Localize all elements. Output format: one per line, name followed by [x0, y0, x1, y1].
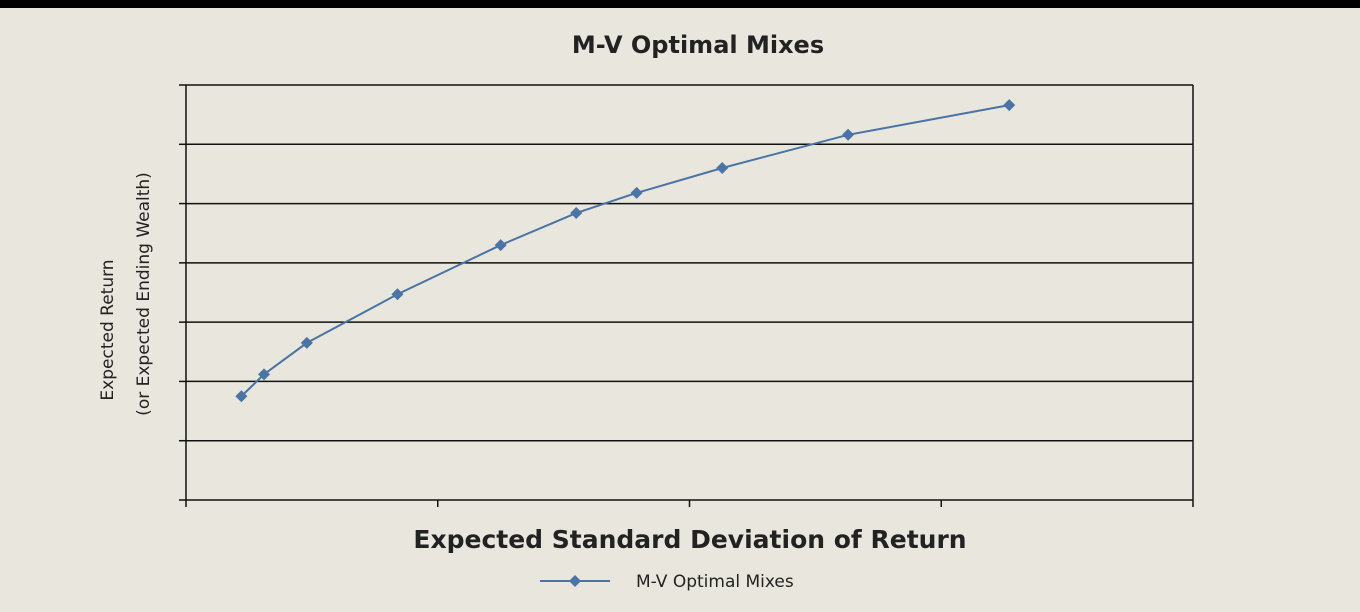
legend-marker: [569, 575, 581, 587]
data-point: [1003, 99, 1016, 112]
top-bar: [0, 0, 1360, 8]
data-point: [716, 162, 729, 174]
x-axis-label: Expected Standard Deviation of Return: [413, 525, 966, 554]
data-point: [570, 207, 583, 220]
data-point: [300, 336, 313, 349]
series-line: [240, 104, 1010, 397]
data-point: [258, 368, 271, 381]
chart-title: M-V Optimal Mixes: [572, 31, 824, 59]
data-point: [235, 390, 248, 403]
data-point: [842, 128, 855, 141]
legend-label: M-V Optimal Mixes: [636, 572, 794, 592]
data-point: [391, 288, 404, 301]
data-point: [630, 186, 643, 199]
y-axis-label: (or Expected Ending Wealth): [134, 172, 154, 416]
data-point: [494, 239, 507, 252]
y-axis-label: Expected Return: [98, 259, 118, 400]
